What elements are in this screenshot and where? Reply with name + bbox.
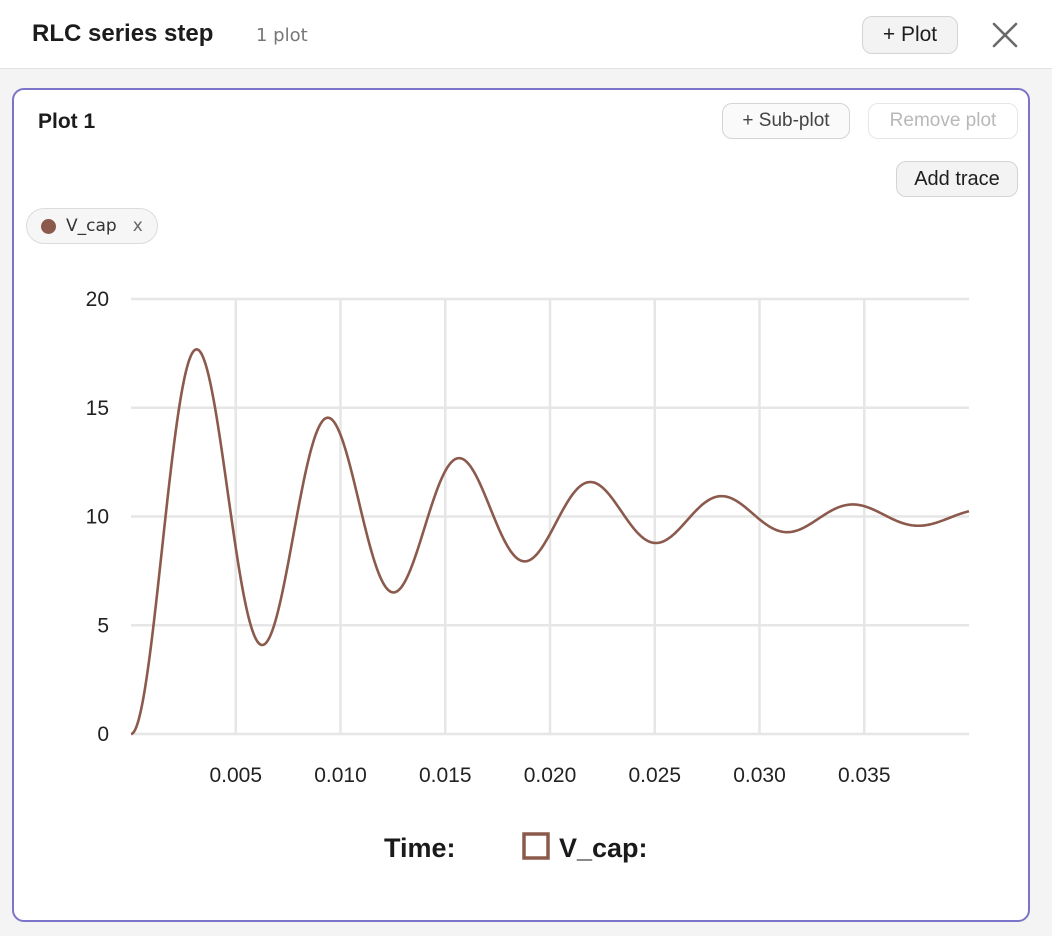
plot-title: Plot 1	[38, 110, 96, 133]
add-trace-button[interactable]: Add trace	[896, 161, 1018, 197]
window-header: RLC series step 1 plot + Plot	[0, 0, 1052, 69]
plot-count: 1 plot	[256, 25, 308, 46]
plot-card: Plot 1 + Sub-plot Remove plot Add trace …	[12, 88, 1030, 922]
add-sub-plot-button[interactable]: + Sub-plot	[722, 103, 850, 139]
y-tick-label: 20	[86, 288, 109, 311]
x-tick-label: 0.025	[628, 764, 681, 787]
x-tick-label: 0.030	[733, 764, 786, 787]
window-title: RLC series step	[32, 20, 214, 47]
y-axis-ticks: 0 5 10 15 20	[86, 288, 109, 746]
trace-chip-v-cap[interactable]: V_cap x	[26, 208, 158, 244]
legend-swatch-v-cap[interactable]	[522, 832, 550, 860]
remove-plot-button[interactable]: Remove plot	[868, 103, 1018, 139]
remove-trace-button[interactable]: x	[132, 216, 143, 236]
x-tick-label: 0.015	[419, 764, 472, 787]
y-tick-label: 10	[86, 506, 109, 529]
x-tick-label: 0.010	[314, 764, 367, 787]
y-tick-label: 0	[97, 723, 109, 746]
x-axis-ticks: 0.005 0.010 0.015 0.020 0.025 0.030 0.035	[209, 764, 890, 787]
x-tick-label: 0.020	[524, 764, 577, 787]
legend-time-label: Time:	[384, 833, 456, 863]
add-plot-button[interactable]: + Plot	[862, 16, 958, 54]
legend-series-label: V_cap:	[559, 833, 648, 863]
series-line-v-cap	[130, 348, 970, 736]
close-button[interactable]	[986, 16, 1024, 54]
close-icon	[992, 22, 1018, 48]
trace-color-dot	[41, 218, 56, 234]
trace-chip-label: V_cap	[66, 216, 117, 236]
y-tick-label: 15	[86, 397, 109, 420]
x-tick-label: 0.005	[209, 764, 262, 787]
y-tick-label: 5	[97, 614, 109, 637]
chart-grid	[131, 297, 969, 736]
x-tick-label: 0.035	[838, 764, 891, 787]
chart-legend: Time: V_cap:	[384, 832, 648, 863]
